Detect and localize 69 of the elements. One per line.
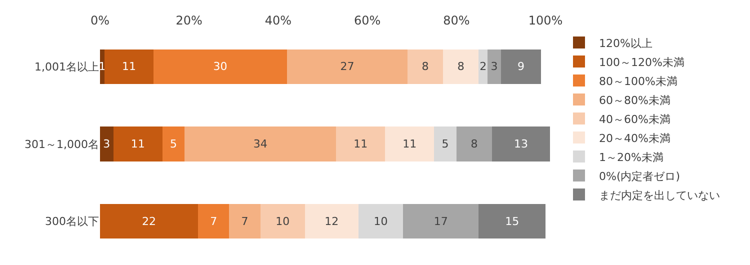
bar bbox=[407, 49, 444, 84]
data-label: 11 bbox=[354, 138, 368, 150]
data-label: 11 bbox=[122, 60, 136, 74]
bar bbox=[492, 126, 550, 162]
x-tick-label: 20% bbox=[176, 14, 202, 28]
data-label: 10 bbox=[374, 214, 388, 228]
x-tick-label: 100% bbox=[528, 14, 563, 28]
bar bbox=[336, 126, 386, 162]
legend-label: 60～80%未満 bbox=[599, 94, 670, 107]
bar bbox=[100, 126, 114, 162]
x-tick-label: 0% bbox=[90, 14, 110, 28]
bar bbox=[488, 49, 501, 84]
bar bbox=[113, 126, 162, 162]
legend-label: まだ内定を出していない bbox=[599, 188, 720, 202]
bar bbox=[434, 126, 456, 162]
data-label: 10 bbox=[276, 214, 290, 228]
bar bbox=[198, 204, 230, 239]
bar bbox=[385, 126, 434, 162]
data-label: 17 bbox=[434, 214, 448, 228]
bar bbox=[229, 204, 260, 239]
x-tick-label: 40% bbox=[264, 14, 292, 28]
data-label: 3 bbox=[103, 138, 110, 150]
data-label: 5 bbox=[442, 138, 449, 150]
data-label: 8 bbox=[422, 60, 429, 74]
data-label: 34 bbox=[253, 138, 268, 150]
bar bbox=[184, 126, 336, 162]
data-label: 5 bbox=[170, 138, 178, 150]
bar bbox=[402, 204, 479, 239]
bar bbox=[443, 49, 479, 84]
data-label: 15 bbox=[505, 214, 520, 228]
y-tick-label: 1,001名以上 bbox=[34, 60, 99, 74]
data-label: 7 bbox=[241, 214, 248, 228]
bar bbox=[456, 126, 492, 162]
y-tick-label: 301～1,000名 bbox=[24, 138, 99, 151]
data-label: 11 bbox=[402, 138, 417, 150]
bar bbox=[500, 49, 542, 84]
bar bbox=[153, 49, 288, 84]
data-label: 11 bbox=[130, 138, 145, 150]
bar bbox=[287, 49, 408, 84]
legend-label: 0%(内定者ゼロ) bbox=[599, 170, 680, 183]
legend-label: 100～120%未満 bbox=[599, 56, 684, 69]
data-label: 13 bbox=[514, 138, 528, 150]
bar bbox=[478, 49, 488, 84]
data-label: 27 bbox=[340, 60, 354, 74]
data-label: 30 bbox=[213, 60, 228, 74]
bar bbox=[478, 204, 546, 239]
bar bbox=[304, 204, 358, 239]
legend-label: 80～100%未満 bbox=[599, 74, 678, 88]
data-label: 8 bbox=[470, 138, 478, 150]
bar bbox=[260, 204, 305, 239]
data-label: 2 bbox=[480, 60, 487, 74]
data-label: 7 bbox=[210, 214, 218, 228]
data-label: 12 bbox=[324, 214, 339, 228]
data-label: 9 bbox=[518, 60, 525, 74]
bar bbox=[358, 204, 403, 239]
bar bbox=[162, 126, 185, 162]
legend-label: 1～20%未満 bbox=[599, 150, 664, 164]
x-tick-label: 80% bbox=[443, 14, 470, 28]
data-label: 8 bbox=[457, 60, 464, 74]
legend-label: 120%以上 bbox=[599, 36, 652, 50]
data-label: 3 bbox=[490, 60, 498, 74]
data-label: 1 bbox=[98, 60, 106, 74]
bar bbox=[104, 49, 154, 84]
x-tick-label: 60% bbox=[354, 14, 381, 28]
y-tick-label: 300名以下 bbox=[45, 215, 99, 228]
legend-label: 20～40%未満 bbox=[599, 132, 670, 145]
data-label: 22 bbox=[142, 214, 156, 228]
legend-label: 40～60%未満 bbox=[599, 112, 670, 126]
bar bbox=[100, 204, 198, 239]
